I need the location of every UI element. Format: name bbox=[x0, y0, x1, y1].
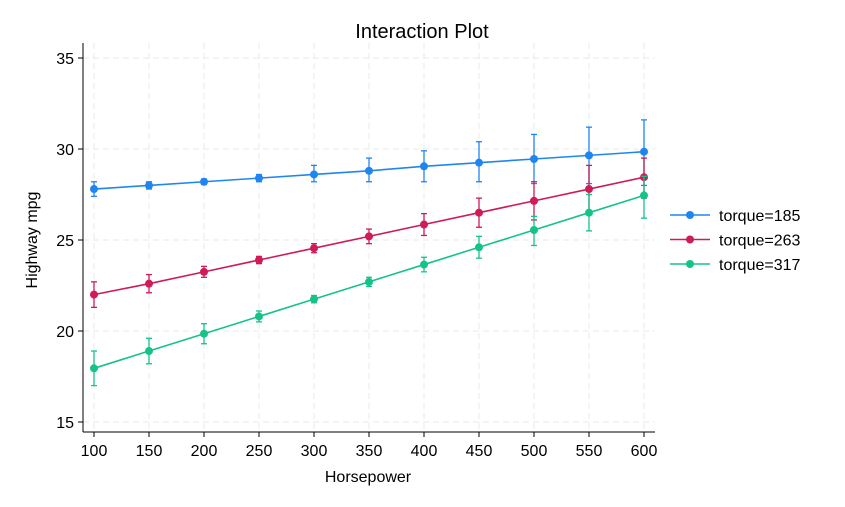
y-tick-label: 25 bbox=[56, 233, 74, 250]
data-point bbox=[640, 191, 648, 200]
x-tick-label: 200 bbox=[191, 443, 218, 460]
data-point bbox=[365, 166, 373, 175]
data-point bbox=[200, 177, 208, 186]
data-point bbox=[420, 220, 428, 229]
data-point bbox=[145, 181, 153, 190]
data-point bbox=[310, 170, 318, 179]
chart-title: Interaction Plot bbox=[355, 21, 489, 43]
legend-label: torque=185 bbox=[719, 208, 801, 225]
x-tick-label: 600 bbox=[631, 443, 658, 460]
data-point bbox=[420, 162, 428, 171]
series-2 bbox=[90, 175, 648, 387]
legend-marker bbox=[686, 235, 694, 244]
x-tick-label: 300 bbox=[301, 443, 328, 460]
data-point bbox=[310, 244, 318, 253]
data-point bbox=[145, 279, 153, 288]
x-axis-label: Horsepower bbox=[325, 469, 412, 486]
legend-label: torque=263 bbox=[719, 233, 801, 250]
x-tick-label: 100 bbox=[81, 443, 108, 460]
data-point bbox=[145, 347, 153, 356]
legend-marker bbox=[686, 260, 694, 268]
x-tick-label: 500 bbox=[521, 443, 548, 460]
axes: 100 150 200 250 300 350 400 450 500 550 600 15 20 25 3… bbox=[56, 43, 657, 460]
data-point bbox=[255, 312, 263, 321]
data-point bbox=[420, 260, 428, 269]
y-axis-label: Highway mpg bbox=[24, 192, 41, 289]
legend: torque=185 torque=263 torque=317 bbox=[670, 208, 801, 274]
legend-item: torque=263 bbox=[670, 233, 801, 250]
data-point bbox=[310, 295, 318, 304]
x-tick-label: 550 bbox=[576, 443, 603, 460]
data-point bbox=[365, 232, 373, 241]
x-tick-label: 350 bbox=[356, 443, 383, 460]
y-tick-label: 20 bbox=[56, 324, 74, 341]
data-point bbox=[255, 256, 263, 265]
data-point bbox=[475, 158, 483, 167]
data-point bbox=[475, 243, 483, 252]
data-point bbox=[585, 185, 593, 194]
data-point bbox=[200, 329, 208, 338]
data-point bbox=[90, 290, 98, 299]
data-point bbox=[585, 151, 593, 160]
data-point bbox=[585, 208, 593, 217]
legend-item: torque=317 bbox=[670, 257, 801, 274]
x-tick-label: 250 bbox=[246, 443, 273, 460]
y-tick-label: 30 bbox=[56, 142, 74, 159]
data-point bbox=[200, 267, 208, 276]
x-tick-label: 450 bbox=[466, 443, 493, 460]
y-tick-label: 35 bbox=[56, 51, 74, 68]
legend-marker bbox=[686, 211, 694, 219]
legend-label: torque=317 bbox=[719, 257, 801, 274]
data-point bbox=[530, 196, 538, 205]
series-0 bbox=[90, 119, 648, 197]
data-point bbox=[90, 185, 98, 194]
x-tick-label: 150 bbox=[136, 443, 163, 460]
data-point bbox=[530, 155, 538, 164]
data-point bbox=[90, 364, 98, 373]
data-point bbox=[255, 174, 263, 183]
x-tick-label: 400 bbox=[411, 443, 438, 460]
data-point bbox=[530, 225, 538, 234]
y-tick-label: 15 bbox=[56, 415, 74, 432]
data-point bbox=[365, 277, 373, 286]
data-point bbox=[640, 147, 648, 156]
data-point bbox=[475, 208, 483, 217]
legend-item: torque=185 bbox=[670, 208, 801, 225]
series-layer bbox=[90, 119, 648, 387]
